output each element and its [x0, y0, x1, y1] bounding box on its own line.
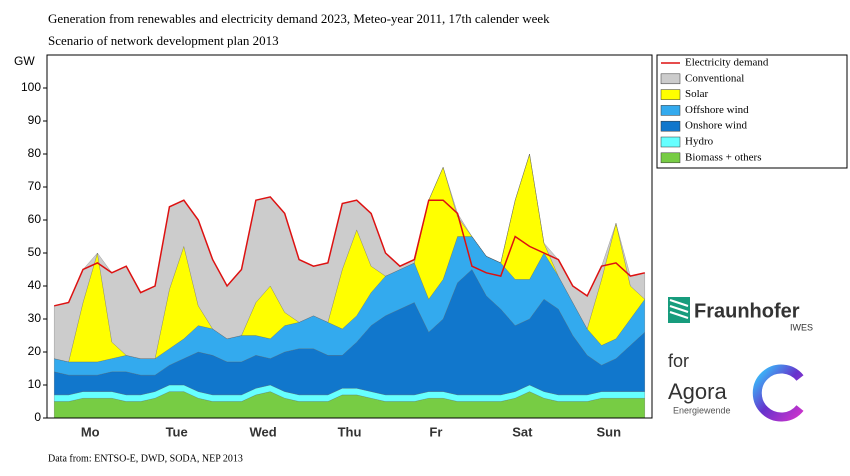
plot-frame: [46, 54, 653, 419]
legend-label: Onshore wind: [685, 120, 748, 132]
legend-swatch: [660, 73, 681, 85]
legend-swatch: [660, 120, 681, 132]
legend-label: Biomass + others: [685, 151, 761, 163]
logo-sub: IWES: [790, 322, 813, 332]
demand-line: [54, 196, 645, 307]
source: Data from: ENTSO-E, DWD, SODA, NEP 2013: [48, 453, 243, 464]
for-text: for: [668, 351, 689, 371]
chart-subtitle: Scenario of network development plan 201…: [48, 33, 279, 48]
legend-swatch: [660, 89, 681, 100]
legend-box: [656, 54, 848, 169]
legend-label: Conventional: [685, 72, 744, 84]
legend-swatch: [660, 105, 681, 116]
y-tick-label: 0: [34, 410, 41, 424]
chart-title: Generation from renewables and electrici…: [48, 11, 550, 26]
y-tick-label: 20: [28, 344, 42, 358]
y-tick-label: 40: [28, 278, 42, 292]
agora-ring: [752, 364, 804, 422]
x-tick-label: Sat: [512, 424, 533, 439]
y-tick-label: 30: [28, 311, 42, 325]
legend-label: Solar: [685, 88, 709, 100]
y-tick-label: 70: [28, 179, 42, 193]
y-tick-label: 60: [28, 212, 42, 226]
y-tick-label: 10: [28, 377, 42, 391]
x-tick-label: Sun: [597, 424, 622, 439]
legend-label: Electricity demand: [685, 57, 769, 69]
y-axis-label: GW: [14, 54, 35, 68]
y-tick-label: 90: [28, 113, 42, 127]
legend-label: Offshore wind: [685, 104, 749, 116]
y-tick-label: 100: [21, 80, 41, 94]
x-tick-label: Thu: [338, 424, 362, 439]
agora-sub: Energiewende: [673, 405, 731, 415]
logo-text: Fraunhofer: [694, 300, 800, 322]
x-tick-label: Fr: [429, 424, 442, 439]
logo-stripes: [669, 299, 689, 319]
x-tick-label: Mo: [81, 424, 100, 439]
agora-text: Agora: [668, 379, 727, 404]
legend-swatch: [660, 152, 681, 164]
y-tick-label: 50: [28, 245, 42, 259]
legend-swatch: [660, 136, 681, 148]
x-tick-label: Tue: [166, 424, 188, 439]
legend-label: Hydro: [685, 136, 714, 148]
x-tick-label: Wed: [249, 424, 276, 439]
y-tick-label: 80: [28, 146, 42, 160]
